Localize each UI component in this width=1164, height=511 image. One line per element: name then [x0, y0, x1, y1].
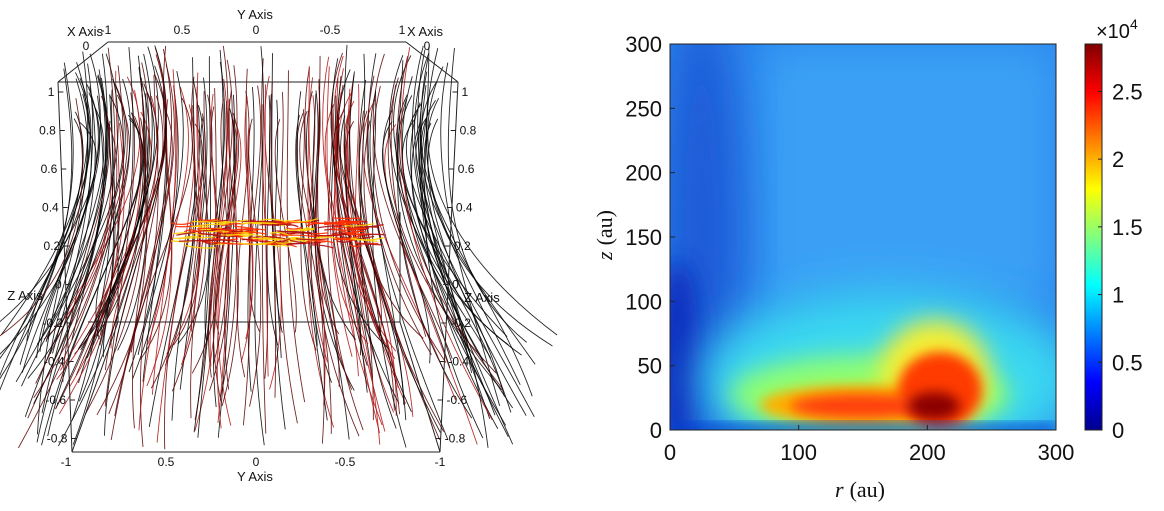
z-tick-left: 1 [48, 85, 55, 99]
z-tick-right: -0.8 [445, 432, 466, 446]
field-line [287, 70, 304, 402]
z-tick-right: 0 [452, 278, 459, 292]
z-tick-right: -0.6 [447, 393, 468, 407]
heatmap-region-upper [760, 44, 1056, 304]
z-tick-right: 0.6 [458, 162, 475, 176]
corner-tick-bl: -1 [61, 455, 72, 469]
field-line-3d-plot: Y Axis X Axis X Axis Y Axis Z Axis Z Axi… [0, 0, 560, 506]
z-tick-left: -0.4 [44, 355, 65, 369]
heatmap-peak [908, 392, 960, 420]
z-tick-left: -0.2 [42, 316, 63, 330]
x-axis-label-right: X Axis [407, 24, 444, 39]
colorbar-tick-label: 1 [1112, 283, 1124, 308]
z-tick-left: 0.4 [42, 201, 59, 215]
corner-tick-tl: -1 [101, 23, 112, 37]
z-tick-right: -0.2 [450, 316, 471, 330]
field-line-midplane [244, 223, 261, 224]
x-tick-right: 0 [424, 39, 431, 53]
field-line [306, 91, 349, 439]
x-axis-label-left: X Axis [67, 24, 104, 39]
field-line [274, 100, 285, 430]
x-tick-label: 0 [664, 440, 676, 465]
colorbar-tick-label: 1.5 [1112, 215, 1143, 240]
y-tick-top: 0.5 [174, 23, 191, 37]
y-tick-label: 300 [625, 32, 662, 57]
colorbar-ticks: 0 0.5 1 1.5 2 2.5 [1098, 79, 1143, 443]
z-axis-label-left: Z Axis [7, 288, 43, 303]
colorbar-tick-label: 0.5 [1112, 350, 1143, 375]
field-line [0, 63, 73, 405]
field-line-midplane [286, 227, 303, 229]
x-tick-left: 0 [83, 39, 90, 53]
field-line-3d-svg: Y Axis X Axis X Axis Y Axis Z Axis Z Axi… [0, 0, 560, 506]
y-tick-top: 0 [253, 23, 260, 37]
y-axis-label-bottom: Y Axis [237, 469, 273, 484]
z-tick-left: 0 [55, 278, 62, 292]
corner-tick-br: -1 [435, 455, 446, 469]
colorbar-tick-label: 2.5 [1112, 79, 1143, 104]
z-tick-left: -0.8 [47, 432, 68, 446]
x-tick-label: 200 [909, 440, 946, 465]
heatmap-x-label: r(au) [835, 477, 885, 502]
z-tick-right: 0.8 [460, 124, 477, 138]
z-tick-left: 0.2 [44, 239, 61, 253]
corner-tick-tr: 1 [399, 23, 406, 37]
field-lines-group [0, 45, 557, 449]
z-tick-right: 0.2 [454, 239, 471, 253]
field-line-midplane [358, 244, 383, 245]
heatmap-x-ticks: 0 100 200 300 [664, 425, 1074, 465]
z-tick-left: 0.8 [39, 124, 56, 138]
colorbar-multiplier: ×104 [1096, 16, 1138, 43]
colorbar [1085, 44, 1102, 430]
x-tick-label: 300 [1038, 440, 1075, 465]
y-tick-bottom: 0.5 [158, 455, 175, 469]
colorbar-tick-label: 2 [1112, 147, 1124, 172]
y-tick-label: 0 [650, 418, 662, 443]
y-axis-label-top: Y Axis [237, 7, 273, 22]
field-line-midplane [282, 235, 314, 236]
z-tick-right: 1 [462, 85, 469, 99]
z-axis-label-right: Z Axis [464, 290, 500, 305]
y-tick-label: 50 [638, 354, 662, 379]
box-edge-br-diag [400, 322, 440, 452]
heatmap-y-label: z(au) [592, 210, 617, 261]
heatmap-plot-area [656, 0, 1080, 470]
x-tick-label: 100 [780, 440, 817, 465]
z-tick-left: 0.6 [41, 162, 58, 176]
heatmap-y-ticks: 0 50 100 150 200 250 300 [625, 32, 675, 443]
y-tick-top: -0.5 [320, 23, 341, 37]
y-tick-label: 250 [625, 96, 662, 121]
heatmap-svg: 0 100 200 300 0 50 100 150 200 250 300 r(au) z(au… [560, 0, 1164, 506]
z-tick-left: -0.6 [45, 393, 66, 407]
y-tick-label: 150 [625, 225, 662, 250]
heatmap-panel: 0 100 200 300 0 50 100 150 200 250 300 r(au) z(au… [560, 0, 1164, 506]
y-tick-label: 200 [625, 161, 662, 186]
y-tick-label: 100 [625, 289, 662, 314]
z-tick-right: -0.4 [448, 355, 469, 369]
y-tick-bottom: 0 [253, 455, 260, 469]
z-tick-right: 0.4 [456, 201, 473, 215]
heatmap-midplane-band [670, 424, 1056, 432]
y-tick-bottom: -0.5 [335, 455, 356, 469]
colorbar-tick-label: 0 [1112, 418, 1124, 443]
